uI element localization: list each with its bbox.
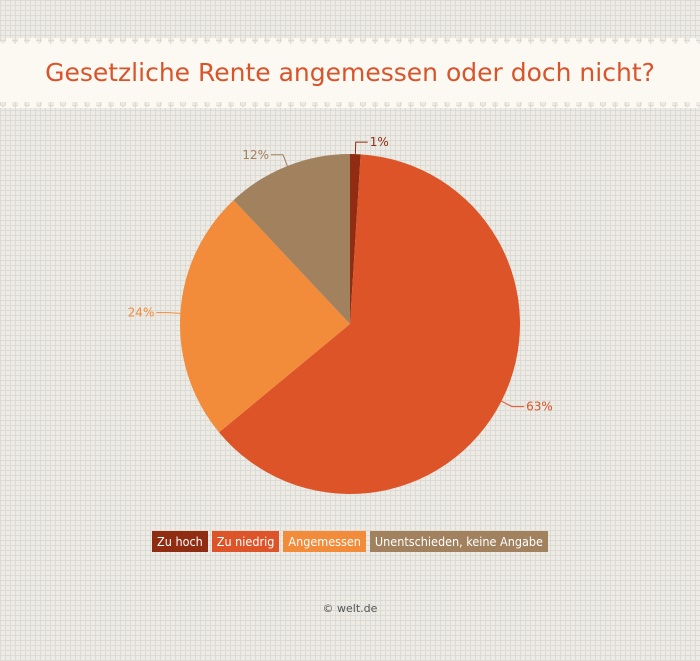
banner-zigzag-top bbox=[0, 38, 700, 44]
leader-line-2 bbox=[156, 312, 181, 314]
legend-item-zu-hoch: Zu hoch bbox=[152, 531, 208, 552]
data-label-0: 1% bbox=[370, 135, 389, 149]
pie-slice-unentschieden-keine-angabe bbox=[233, 154, 350, 324]
data-label-1: 63% bbox=[526, 400, 553, 414]
chart-title: Gesetzliche Rente angemessen oder doch n… bbox=[45, 58, 655, 87]
legend-item-unentschieden-keine-angabe: Unentschieden, keine Angabe bbox=[369, 531, 548, 552]
leader-line-1 bbox=[501, 400, 525, 408]
source-credit: © welt.de bbox=[322, 602, 378, 615]
chart-legend: Zu hoch Zu niedrig Angemessen Unentschieden… bbox=[0, 531, 700, 552]
pie-slice-zu-hoch bbox=[350, 154, 361, 324]
title-banner: Gesetzliche Rente angemessen oder doch n… bbox=[0, 38, 700, 108]
leader-line-0 bbox=[354, 141, 368, 155]
data-label-2: 24% bbox=[128, 306, 155, 320]
pie-slice-angemessen bbox=[179, 200, 350, 433]
data-label-3: 12% bbox=[242, 148, 269, 162]
legend-item-zu-niedrig: Zu niedrig bbox=[211, 531, 280, 552]
pie-slice-zu-niedrig bbox=[219, 154, 521, 494]
leader-line-3 bbox=[271, 154, 288, 167]
legend-item-angemessen: Angemessen bbox=[283, 531, 366, 552]
